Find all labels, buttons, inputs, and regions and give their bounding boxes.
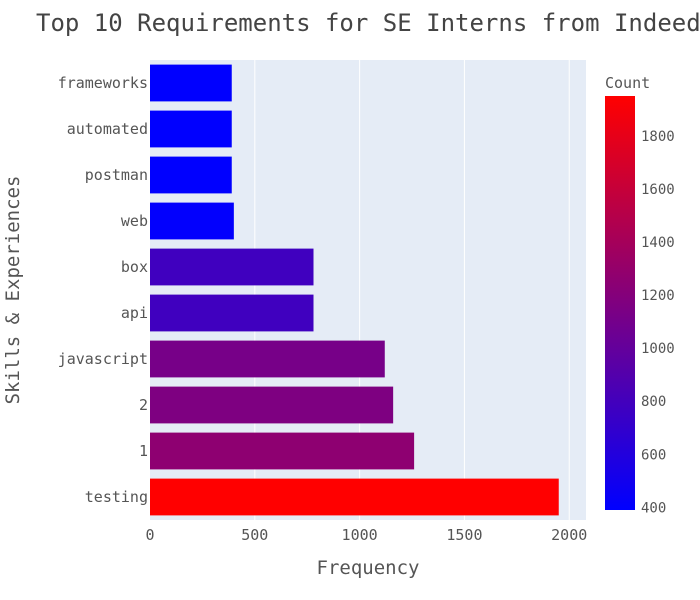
bar-box [150, 248, 314, 286]
bar-api [150, 294, 314, 332]
y-tick-label: testing [85, 488, 148, 506]
bar-postman [150, 156, 232, 194]
y-tick-labels: testing 1 2 javascript api box web postman autom… [58, 74, 148, 506]
bar-testing [150, 478, 559, 516]
x-tick-label: 2000 [551, 526, 587, 544]
bars-group [150, 64, 559, 516]
bar-frameworks [150, 64, 232, 102]
x-tick-label: 1000 [342, 526, 378, 544]
colorbar-tick-label: 1400 [641, 235, 675, 251]
y-tick-label: postman [85, 166, 148, 184]
y-tick-label: web [121, 212, 148, 230]
y-tick-label: api [121, 304, 148, 322]
colorbar-title: Count [605, 74, 650, 92]
y-tick-label: javascript [58, 350, 148, 368]
colorbar-tick-labels: 400 600 800 1000 1200 1400 1600 1800 [641, 129, 675, 517]
y-tick-label: automated [67, 120, 148, 138]
x-tick-labels: 0 500 1000 1500 2000 [145, 526, 587, 544]
colorbar-tick-label: 1800 [641, 129, 675, 145]
colorbar [605, 96, 635, 510]
colorbar-tick-label: 1000 [641, 341, 675, 357]
y-tick-label: 1 [139, 442, 148, 460]
colorbar-tick-label: 1600 [641, 182, 675, 198]
bar-automated [150, 110, 232, 148]
x-axis-title: Frequency [317, 557, 420, 579]
colorbar-tick-label: 1200 [641, 288, 675, 304]
chart-title: Top 10 Requirements for SE Interns from … [36, 9, 700, 37]
y-tick-label: 2 [139, 396, 148, 414]
x-tick-label: 500 [241, 526, 268, 544]
colorbar-tick-label: 400 [641, 500, 666, 516]
bar-1 [150, 432, 415, 470]
y-axis-title: Skills & Experiences [2, 176, 24, 405]
bar-2 [150, 386, 394, 424]
colorbar-tick-label: 600 [641, 447, 666, 463]
y-tick-label: frameworks [58, 74, 148, 92]
x-tick-label: 0 [145, 526, 154, 544]
y-tick-label: box [121, 258, 148, 276]
x-tick-label: 1500 [446, 526, 482, 544]
colorbar-tick-label: 800 [641, 394, 666, 410]
bar-javascript [150, 340, 385, 378]
bar-web [150, 202, 234, 240]
